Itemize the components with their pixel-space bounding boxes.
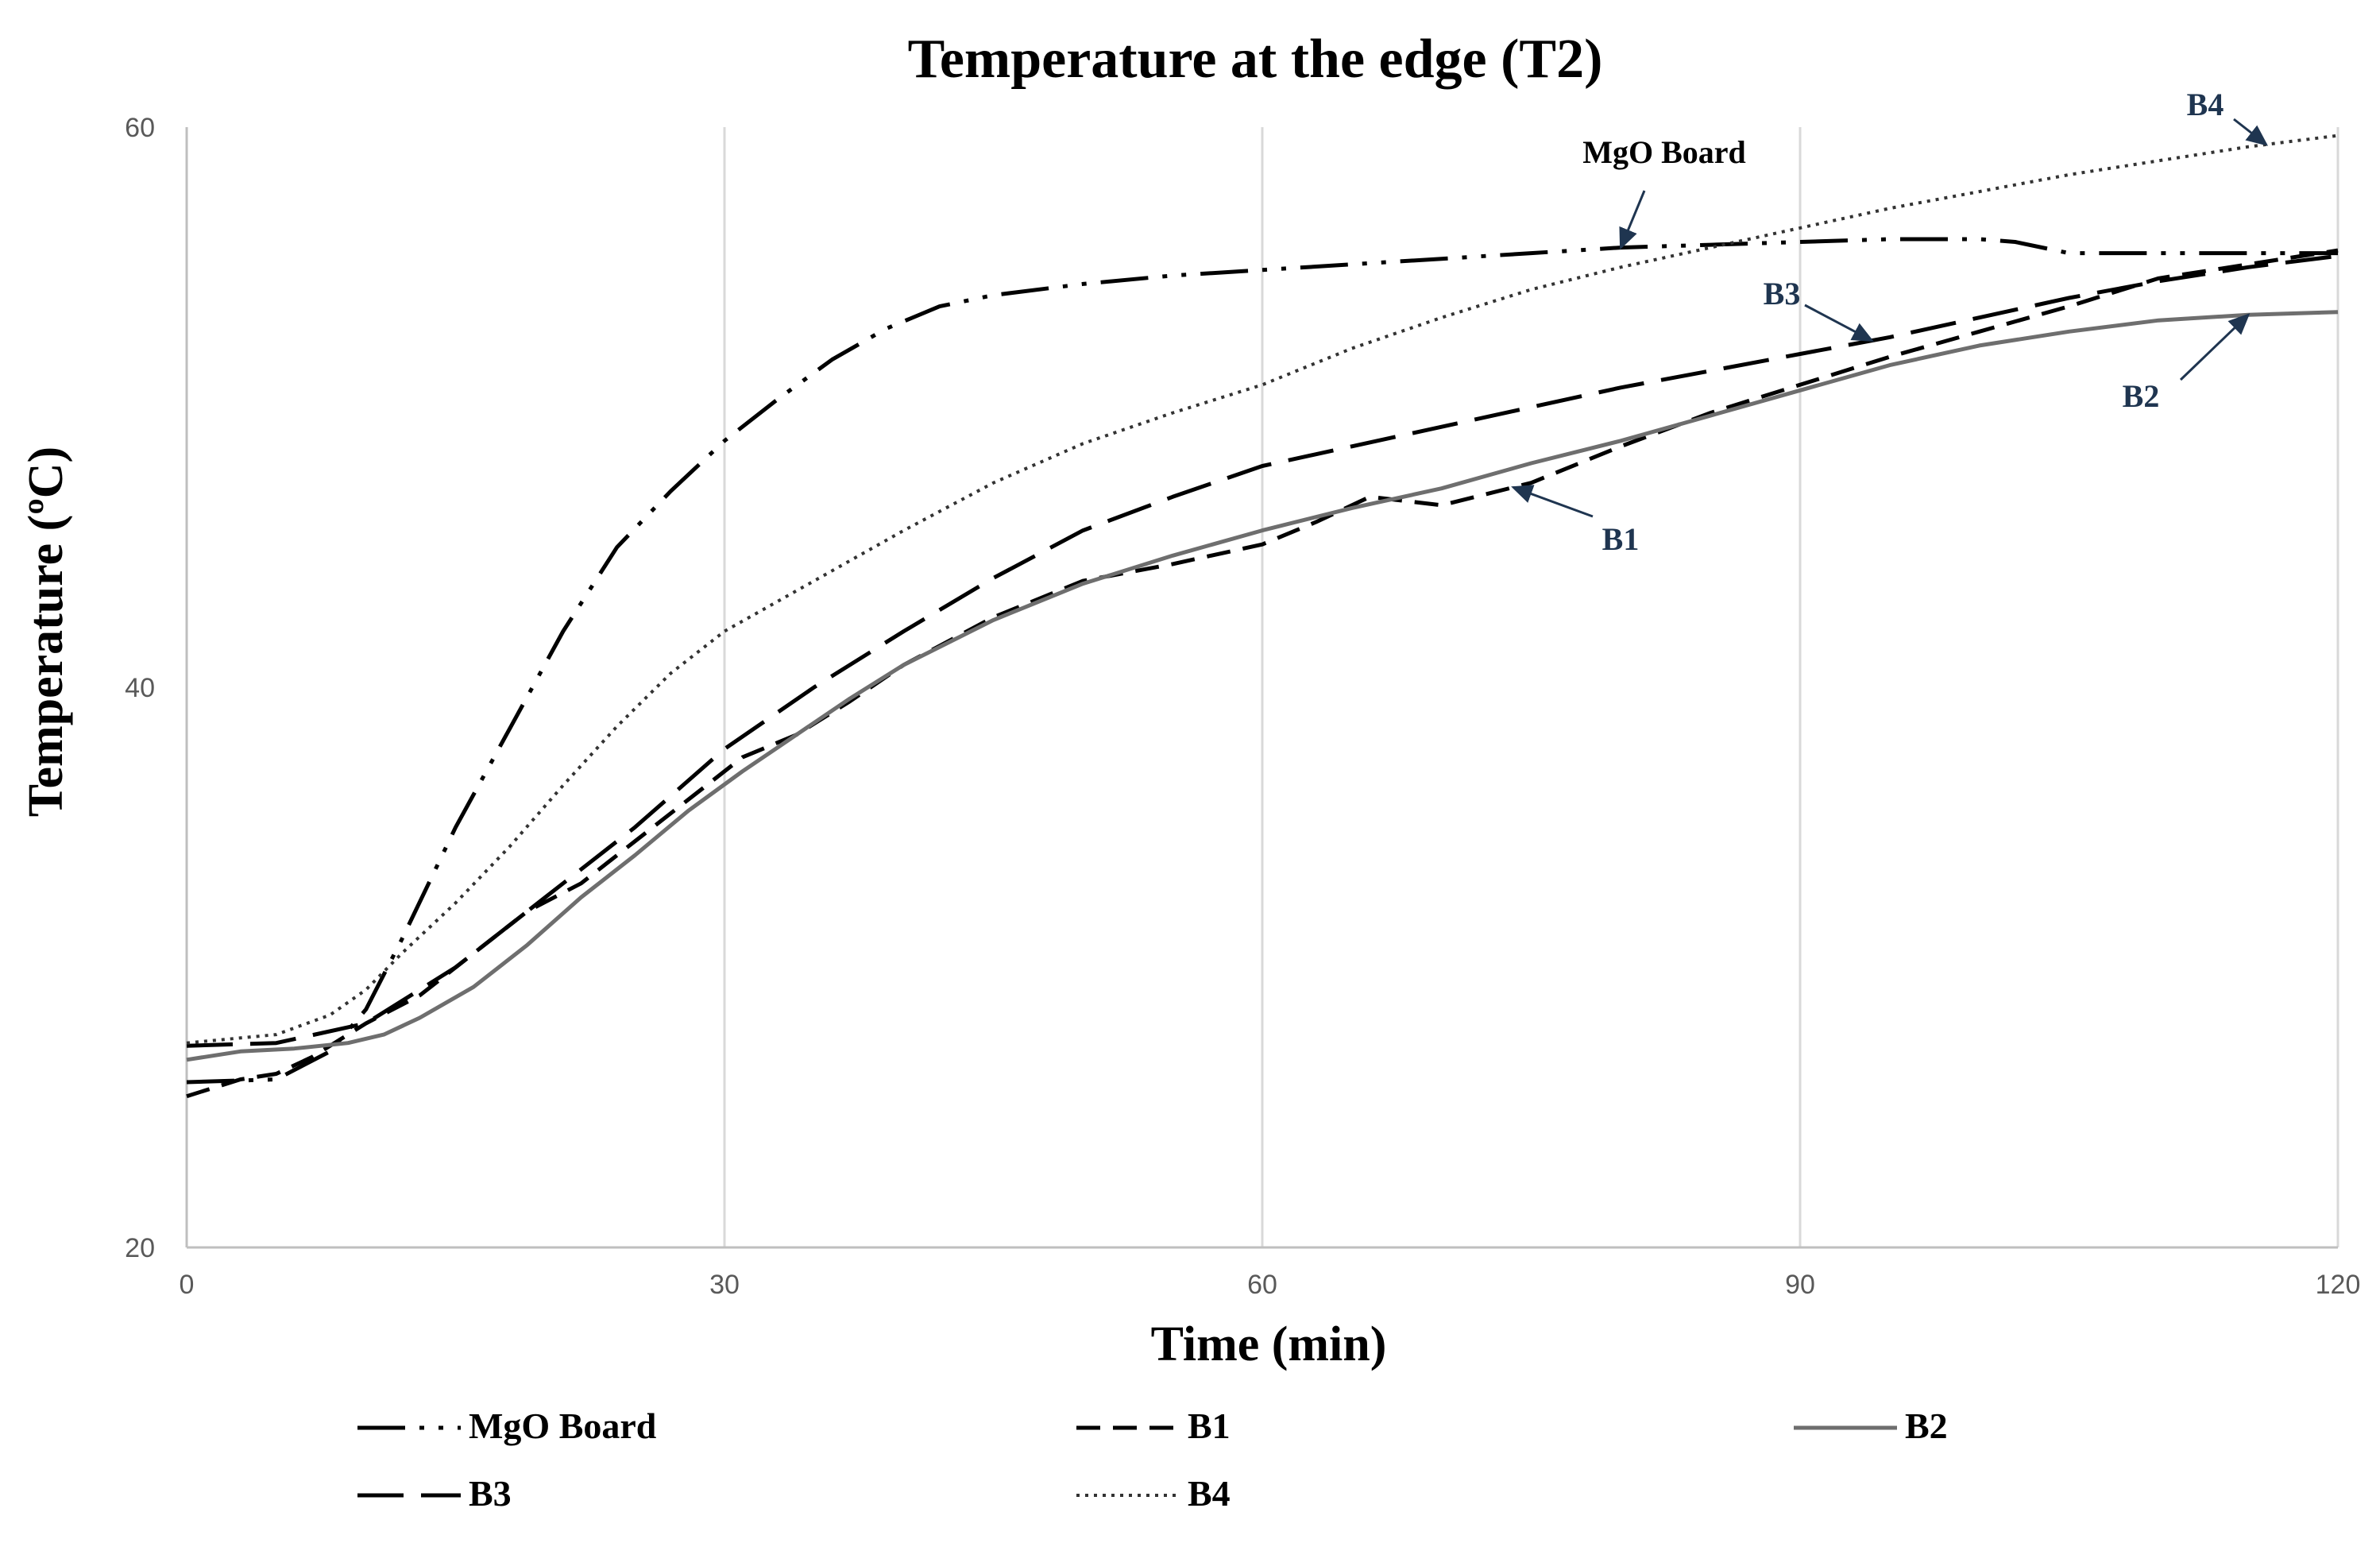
x-tick-label: 60 xyxy=(1247,1270,1277,1300)
annotation-arrow-b1 xyxy=(1511,485,1594,518)
series-line-mgo-board xyxy=(186,237,2338,1085)
series-line-b3 xyxy=(186,253,2339,1048)
series-lines xyxy=(186,133,2339,1099)
legend-item-b1: B1 xyxy=(1076,1406,1231,1446)
y-tick-label: 60 xyxy=(125,113,155,143)
series-line-b1 xyxy=(186,248,2339,1099)
x-tick-label: 120 xyxy=(2316,1270,2361,1300)
y-axis-title: Temperature (ºC) xyxy=(19,447,73,817)
legend-item-b4: B4 xyxy=(1076,1473,1231,1514)
annotations: MgO Board B4 B3 B2 B1 xyxy=(1511,87,2269,557)
y-tick-label: 40 xyxy=(125,673,155,703)
annotation-label-b1: B1 xyxy=(1602,521,1640,557)
y-tick-label: 20 xyxy=(125,1233,155,1263)
series-line-b2 xyxy=(186,310,2339,1062)
annotation-label-b2: B2 xyxy=(2123,378,2160,414)
legend-label-mgo-board: MgO Board xyxy=(469,1406,657,1446)
annotation-label-b3: B3 xyxy=(1764,276,1801,311)
annotation-arrow-mgo-board xyxy=(1619,190,1646,250)
series-line-b4 xyxy=(186,133,2339,1045)
x-tick-label: 0 xyxy=(180,1270,195,1300)
legend-label-b1: B1 xyxy=(1188,1406,1231,1446)
legend-label-b3: B3 xyxy=(469,1473,512,1514)
annotation-label-b4: B4 xyxy=(2187,87,2224,122)
legend-label-b4: B4 xyxy=(1188,1473,1231,1514)
chart-title: Temperature at the edge (T2) xyxy=(908,29,1603,90)
axes: 0 30 60 90 120 20 40 60 xyxy=(125,113,2360,1300)
legend-item-b3: B3 xyxy=(357,1473,512,1514)
legend-label-b2: B2 xyxy=(1905,1406,1948,1446)
legend: MgO Board B1 B2 B3 B4 xyxy=(357,1406,1948,1514)
annotation-arrow-b4 xyxy=(2233,118,2269,146)
annotation-arrow-b2 xyxy=(2179,313,2251,381)
legend-item-mgo-board: MgO Board xyxy=(357,1406,657,1446)
grid xyxy=(723,127,2339,1247)
legend-item-b2: B2 xyxy=(1794,1406,1948,1446)
x-axis-title: Time (min) xyxy=(1151,1317,1387,1371)
x-tick-label: 90 xyxy=(1785,1270,1815,1300)
annotation-arrow-b3 xyxy=(1804,304,1874,342)
annotation-label-mgo-board: MgO Board xyxy=(1582,134,1746,170)
x-tick-label: 30 xyxy=(709,1270,740,1300)
